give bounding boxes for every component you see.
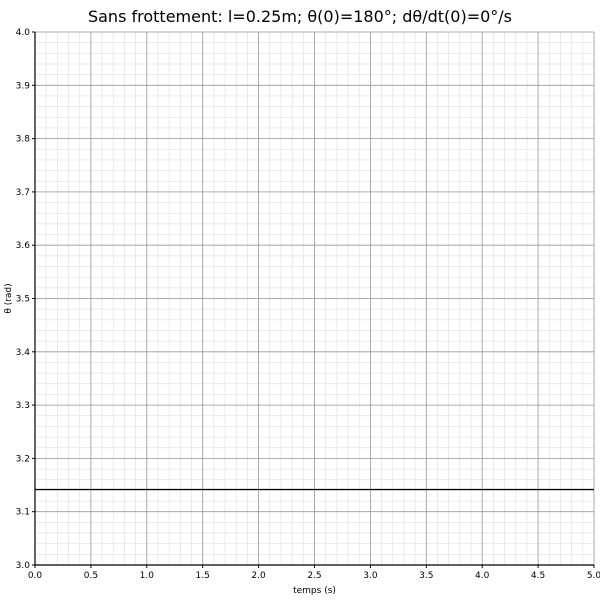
- major-grid: [34, 31, 595, 566]
- x-tick-labels: 0.0 0.5 1.0 1.5 2.0 2.5 3.0 3.5 4.0 4.5 5.0: [28, 571, 600, 581]
- x-tick-label: 1.5: [196, 571, 210, 581]
- x-tick-label: 2.5: [307, 571, 321, 581]
- x-tick-label: 2.0: [251, 571, 266, 581]
- y-axis-label: θ (rad): [4, 283, 14, 313]
- x-tick-label: 3.0: [363, 571, 378, 581]
- x-tick-label: 4.0: [475, 571, 490, 581]
- y-tick-label: 3.2: [16, 454, 30, 464]
- y-tick-label: 3.7: [16, 188, 30, 198]
- x-tick-label: 0.0: [28, 571, 43, 581]
- y-tick-label: 3.0: [16, 561, 31, 571]
- y-tick-label: 3.8: [16, 135, 31, 145]
- y-tick-label: 3.5: [16, 295, 30, 305]
- chart-title: Sans frottement: l=0.25m; θ(0)=180°; dθ/…: [87, 7, 513, 26]
- y-tick-label: 3.1: [16, 508, 30, 518]
- y-tick-label: 3.9: [16, 81, 31, 91]
- x-tick-label: 4.5: [531, 571, 545, 581]
- x-tick-label: 5.0: [587, 571, 600, 581]
- x-tick-label: 0.5: [84, 571, 98, 581]
- y-tick-label: 3.6: [16, 241, 31, 251]
- y-tick-label: 3.4: [16, 348, 31, 358]
- y-tick-label: 3.3: [16, 401, 30, 411]
- axes: [32, 31, 595, 568]
- x-tick-label: 1.0: [140, 571, 155, 581]
- x-axis-label: temps (s): [293, 586, 336, 596]
- y-tick-labels: 3.0 3.1 3.2 3.3 3.4 3.5 3.6 3.7 3.8 3.9 4.0: [16, 28, 31, 571]
- y-tick-label: 4.0: [16, 28, 31, 38]
- x-tick-label: 3.5: [419, 571, 433, 581]
